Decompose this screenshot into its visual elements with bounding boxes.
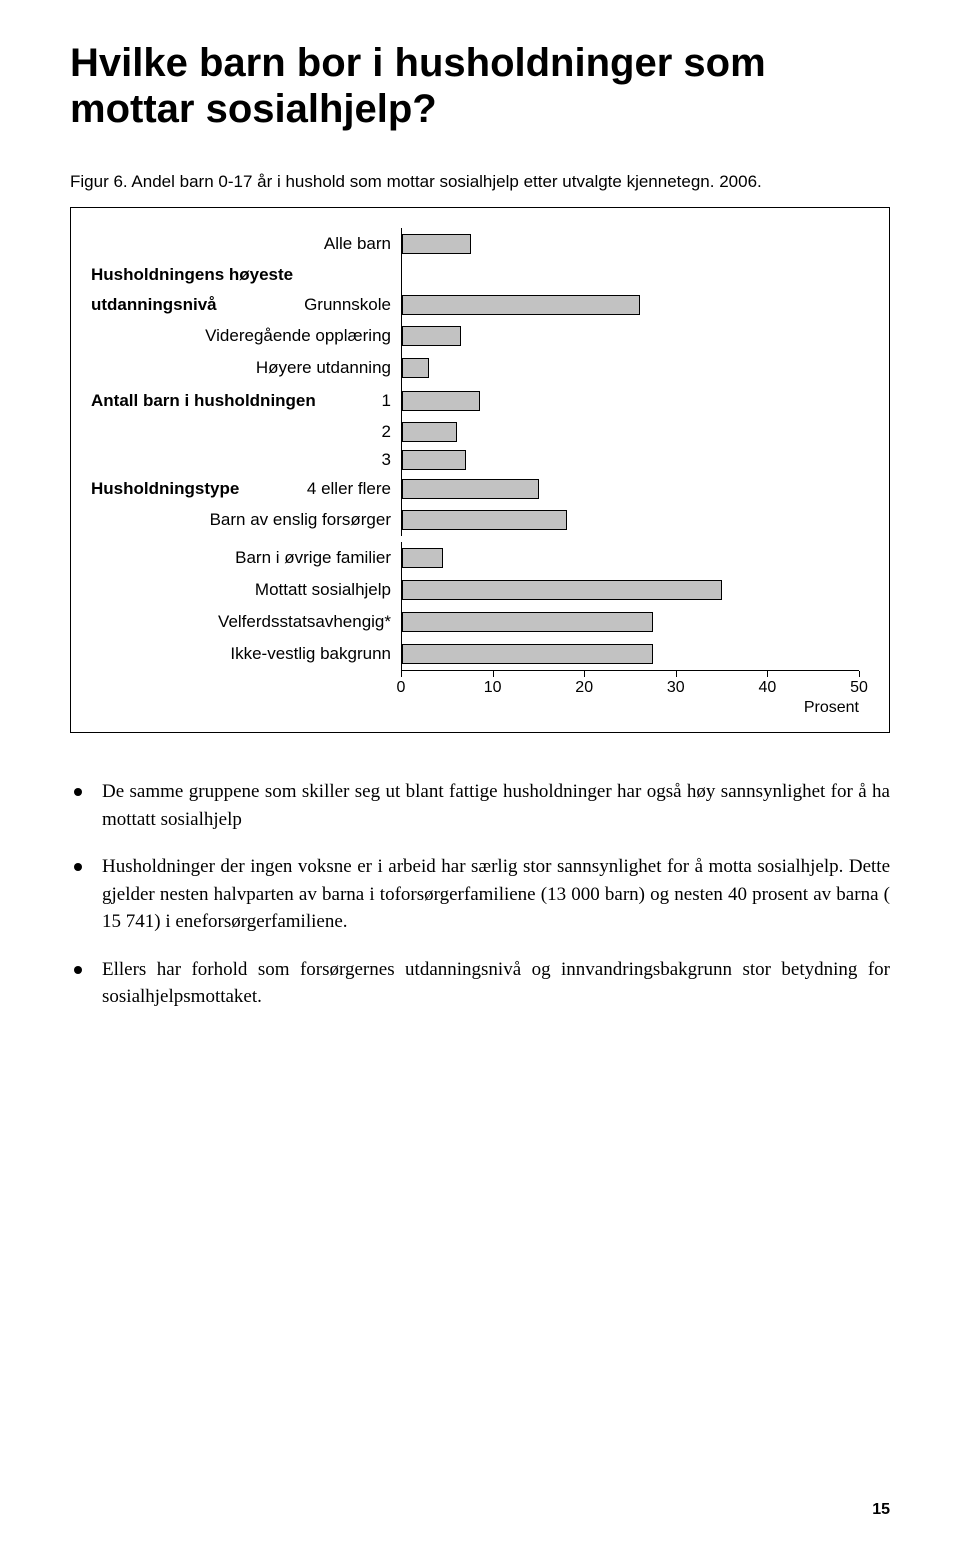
axis-tick-label: 10 xyxy=(484,679,502,697)
plot-area xyxy=(401,290,859,320)
section-header-line2: utdanningsnivå xyxy=(91,295,217,315)
bar-label: Barn av enslig forsørger xyxy=(91,510,401,530)
bar xyxy=(402,548,443,568)
bar-label: Grunnskole xyxy=(217,295,391,315)
bar xyxy=(402,326,461,346)
section-header: Antall barn i husholdningen xyxy=(91,391,374,411)
bar-label: Barn i øvrige familier xyxy=(91,548,401,568)
bar xyxy=(402,358,429,378)
plot-area xyxy=(401,606,859,638)
plot-area xyxy=(401,542,859,574)
bar-label: Høyere utdanning xyxy=(91,358,401,378)
bar xyxy=(402,479,539,499)
bar xyxy=(402,450,466,470)
bullet-item: De samme gruppene som skiller seg ut bla… xyxy=(70,778,890,833)
bar-label: Mottatt sosialhjelp xyxy=(91,580,401,600)
section-header-row: utdanningsnivå Grunnskole xyxy=(91,290,859,320)
page-title: Hvilke barn bor i husholdninger som mott… xyxy=(70,40,890,132)
bar-label: 1 xyxy=(374,391,391,411)
chart-container: Alle barn Husholdningens høyeste utdanni… xyxy=(70,207,890,733)
bar xyxy=(402,391,480,411)
bar xyxy=(402,422,457,442)
bar-label: Velferdsstatsavhengig* xyxy=(91,612,401,632)
x-axis: 01020304050Prosent xyxy=(91,670,859,720)
bar-label: Alle barn xyxy=(91,234,401,254)
bullet-item: Ellers har forhold som forsørgernes utda… xyxy=(70,956,890,1011)
axis-tick-label: 40 xyxy=(758,679,776,697)
page: Hvilke barn bor i husholdninger som mott… xyxy=(0,0,960,1545)
bullet-list: De samme gruppene som skiller seg ut bla… xyxy=(70,778,890,1011)
plot-area xyxy=(401,474,859,504)
plot-area xyxy=(401,228,859,260)
bar-label: 4 eller flere xyxy=(239,479,391,499)
chart-row: Barn av enslig forsørger xyxy=(91,504,859,536)
bullet-item: Husholdninger der ingen voksne er i arbe… xyxy=(70,853,890,936)
bar-label: Videregående opplæring xyxy=(91,326,401,346)
section-header-row: Husholdningstype 4 eller flere xyxy=(91,474,859,504)
plot-area xyxy=(401,320,859,352)
mixed-label: Husholdningstype 4 eller flere xyxy=(91,479,401,499)
chart-row: Høyere utdanning xyxy=(91,352,859,384)
chart-row: 3 xyxy=(91,446,859,474)
section-header-row: Antall barn i husholdningen 1 xyxy=(91,384,859,418)
section-header-row: Husholdningens høyeste xyxy=(91,260,859,290)
bar xyxy=(402,644,653,664)
plot-area xyxy=(401,638,859,670)
chart-row: Barn i øvrige familier xyxy=(91,542,859,574)
chart-row: 2 xyxy=(91,418,859,446)
mixed-label: utdanningsnivå Grunnskole xyxy=(91,290,401,320)
axis-title: Prosent xyxy=(804,699,859,717)
chart-row: Ikke-vestlig bakgrunn xyxy=(91,638,859,670)
section-header: Husholdningens høyeste xyxy=(91,265,401,285)
bar xyxy=(402,510,567,530)
plot-area xyxy=(401,574,859,606)
axis-tick-label: 50 xyxy=(850,679,868,697)
plot-area xyxy=(401,260,859,290)
axis-tick-label: 0 xyxy=(397,679,406,697)
bar xyxy=(402,234,471,254)
bar xyxy=(402,295,640,315)
section-header: Husholdningstype xyxy=(91,479,239,499)
axis-area: 01020304050Prosent xyxy=(401,670,859,720)
bar xyxy=(402,580,722,600)
plot-area xyxy=(401,504,859,536)
axis-tick-label: 20 xyxy=(575,679,593,697)
bar-label: 3 xyxy=(91,450,401,470)
mixed-label: Antall barn i husholdningen 1 xyxy=(91,391,401,411)
chart-row: Videregående opplæring xyxy=(91,320,859,352)
plot-area xyxy=(401,418,859,446)
bar-label: Ikke-vestlig bakgrunn xyxy=(91,644,401,664)
bar-label: 2 xyxy=(91,422,401,442)
section-header-line1: Husholdningens høyeste xyxy=(91,265,293,284)
bar xyxy=(402,612,653,632)
plot-area xyxy=(401,384,859,418)
chart-row: Mottatt sosialhjelp xyxy=(91,574,859,606)
axis-tick-label: 30 xyxy=(667,679,685,697)
plot-area xyxy=(401,446,859,474)
page-number: 15 xyxy=(872,1501,890,1519)
figure-caption: Figur 6. Andel barn 0-17 år i hushold so… xyxy=(70,172,890,192)
chart-row: Velferdsstatsavhengig* xyxy=(91,606,859,638)
plot-area xyxy=(401,352,859,384)
chart-row: Alle barn xyxy=(91,228,859,260)
